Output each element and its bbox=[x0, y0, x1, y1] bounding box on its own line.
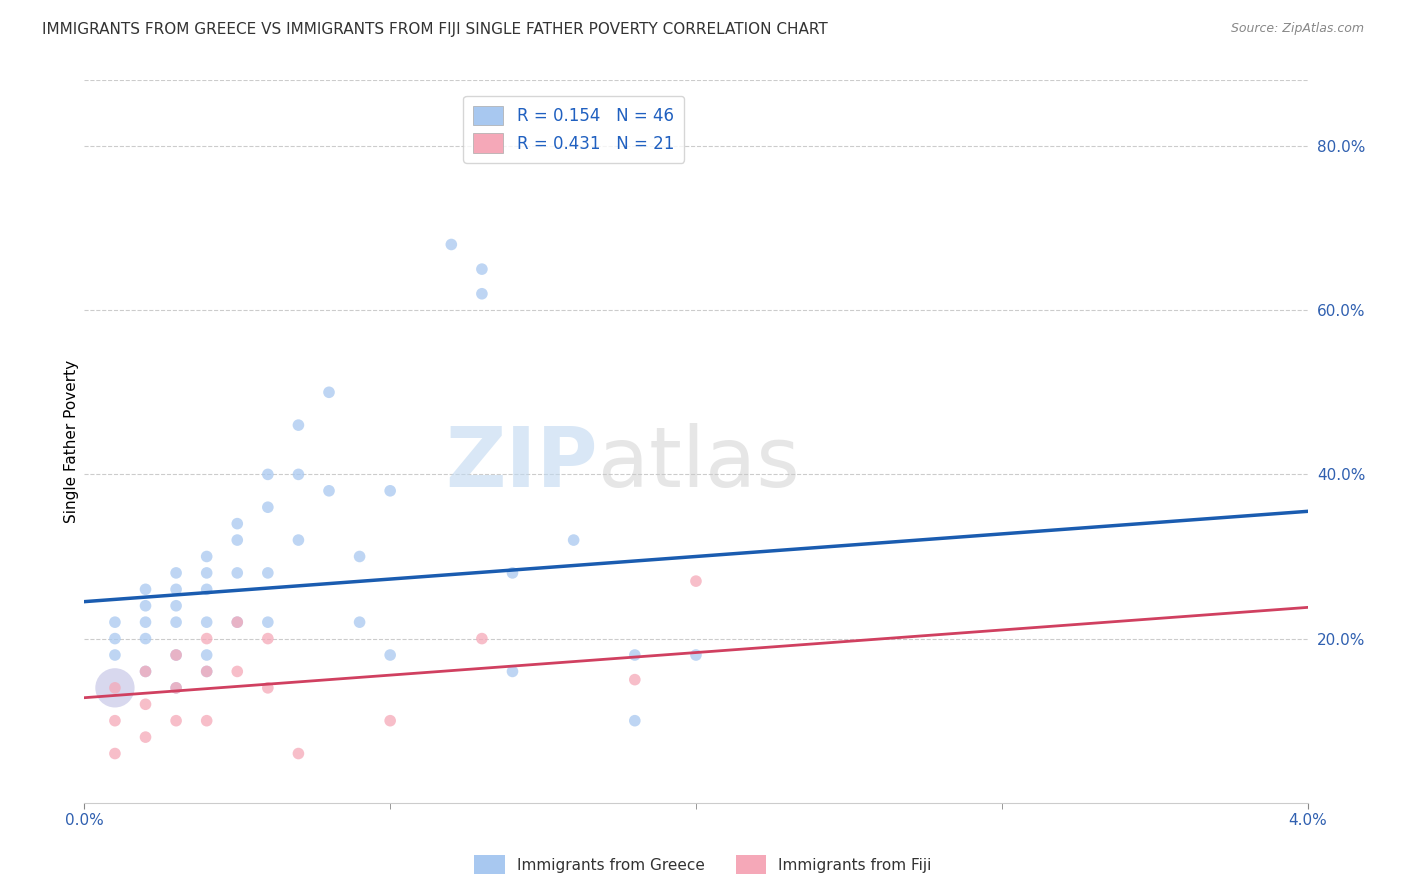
Point bbox=[440, 237, 463, 252]
Point bbox=[287, 418, 309, 433]
Point bbox=[287, 467, 309, 482]
Point bbox=[562, 533, 585, 547]
Point bbox=[380, 483, 402, 498]
Point bbox=[226, 615, 249, 630]
Point bbox=[104, 632, 127, 646]
Y-axis label: Single Father Poverty: Single Father Poverty bbox=[63, 360, 79, 523]
Point bbox=[624, 673, 647, 687]
Point bbox=[165, 566, 187, 580]
Point bbox=[257, 615, 280, 630]
Point bbox=[257, 500, 280, 515]
Point bbox=[135, 730, 157, 744]
Point bbox=[135, 615, 157, 630]
Point bbox=[104, 648, 127, 662]
Point bbox=[380, 648, 402, 662]
Point bbox=[165, 714, 187, 728]
Point bbox=[226, 566, 249, 580]
Point bbox=[287, 747, 309, 761]
Point bbox=[195, 632, 218, 646]
Point bbox=[135, 665, 157, 679]
Point bbox=[502, 566, 524, 580]
Point bbox=[195, 566, 218, 580]
Point bbox=[195, 665, 218, 679]
Point bbox=[226, 533, 249, 547]
Point bbox=[471, 262, 494, 277]
Point bbox=[165, 648, 187, 662]
Point bbox=[380, 714, 402, 728]
Point bbox=[104, 714, 127, 728]
Point bbox=[135, 698, 157, 712]
Point bbox=[104, 681, 127, 695]
Point bbox=[226, 665, 249, 679]
Point bbox=[104, 747, 127, 761]
Point bbox=[624, 648, 647, 662]
Point bbox=[165, 599, 187, 613]
Point bbox=[165, 681, 187, 695]
Point bbox=[104, 615, 127, 630]
Point bbox=[195, 615, 218, 630]
Point bbox=[104, 681, 127, 695]
Point bbox=[195, 665, 218, 679]
Point bbox=[502, 665, 524, 679]
Point bbox=[287, 533, 309, 547]
Point bbox=[195, 648, 218, 662]
Point bbox=[257, 467, 280, 482]
Point bbox=[685, 574, 707, 588]
Point bbox=[349, 615, 371, 630]
Point bbox=[135, 599, 157, 613]
Point bbox=[195, 714, 218, 728]
Text: ZIP: ZIP bbox=[446, 423, 598, 504]
Text: atlas: atlas bbox=[598, 423, 800, 504]
Point bbox=[257, 681, 280, 695]
Text: Source: ZipAtlas.com: Source: ZipAtlas.com bbox=[1230, 22, 1364, 36]
Point bbox=[195, 549, 218, 564]
Point bbox=[318, 483, 340, 498]
Legend: R = 0.154   N = 46, R = 0.431   N = 21: R = 0.154 N = 46, R = 0.431 N = 21 bbox=[464, 95, 683, 162]
Point bbox=[226, 615, 249, 630]
Point bbox=[135, 582, 157, 597]
Point bbox=[257, 632, 280, 646]
Point bbox=[135, 632, 157, 646]
Point bbox=[318, 385, 340, 400]
Text: IMMIGRANTS FROM GREECE VS IMMIGRANTS FROM FIJI SINGLE FATHER POVERTY CORRELATION: IMMIGRANTS FROM GREECE VS IMMIGRANTS FRO… bbox=[42, 22, 828, 37]
Point bbox=[349, 549, 371, 564]
Point bbox=[471, 632, 494, 646]
Point bbox=[471, 286, 494, 301]
Point bbox=[226, 516, 249, 531]
Point bbox=[257, 566, 280, 580]
Point bbox=[195, 582, 218, 597]
Point bbox=[165, 582, 187, 597]
Legend: Immigrants from Greece, Immigrants from Fiji: Immigrants from Greece, Immigrants from … bbox=[468, 849, 938, 880]
Point bbox=[135, 665, 157, 679]
Point bbox=[685, 648, 707, 662]
Point bbox=[165, 681, 187, 695]
Point bbox=[165, 648, 187, 662]
Point bbox=[624, 714, 647, 728]
Point bbox=[165, 615, 187, 630]
